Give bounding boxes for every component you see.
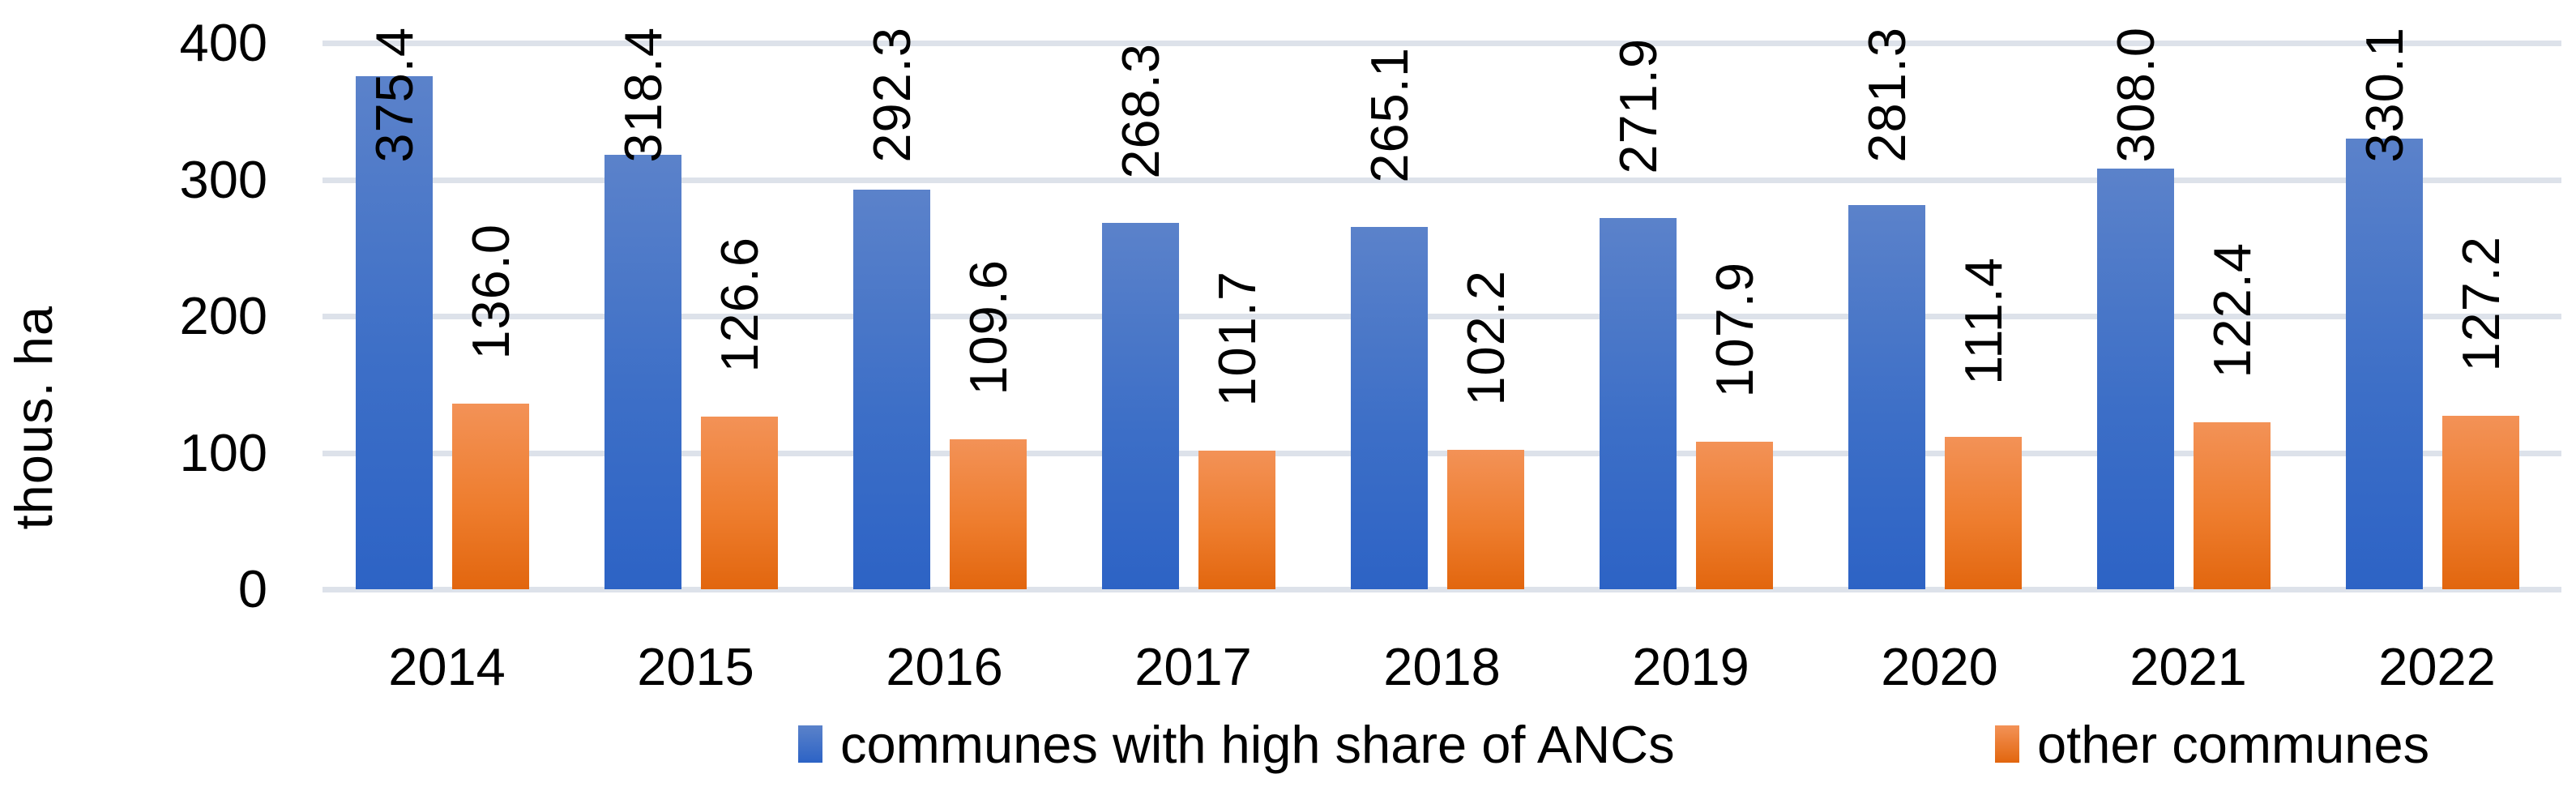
bar-other-communes-2018 xyxy=(1447,449,1524,589)
y-tick-label-100: 100 xyxy=(179,422,267,482)
y-tick-label-400: 400 xyxy=(179,13,267,72)
bar-anc-communes-2015 xyxy=(604,154,681,589)
x-tick-label-2020: 2020 xyxy=(1881,637,1998,696)
bar-other-communes-2019 xyxy=(1696,442,1773,589)
legend-swatch-blue-icon xyxy=(798,725,822,763)
bar-anc-communes-2020 xyxy=(1848,205,1925,589)
legend-label-other-communes: other communes xyxy=(2037,714,2430,774)
bar-value-label-anc-communes-2020: 281.3 xyxy=(1856,27,1916,163)
legend-entry-anc-communes: communes with high share of ANCs xyxy=(798,710,1675,778)
bar-anc-communes-2019 xyxy=(1600,217,1677,589)
x-tick-label-2016: 2016 xyxy=(886,637,1003,696)
bar-other-communes-2022 xyxy=(2442,415,2519,589)
legend-entry-other-communes: other communes xyxy=(1995,710,2429,778)
bar-anc-communes-2018 xyxy=(1351,227,1428,589)
x-tick-label-2014: 2014 xyxy=(388,637,506,696)
bar-value-label-anc-communes-2021: 308.0 xyxy=(2105,27,2165,163)
bar-value-label-anc-communes-2019: 271.9 xyxy=(1608,37,1668,174)
x-tick-label-2017: 2017 xyxy=(1134,637,1252,696)
gridline-400 xyxy=(323,41,2561,46)
bar-anc-communes-2017 xyxy=(1102,222,1179,589)
x-tick-label-2021: 2021 xyxy=(2130,637,2247,696)
bar-value-label-anc-communes-2022: 330.1 xyxy=(2354,27,2414,163)
x-tick-label-2018: 2018 xyxy=(1383,637,1501,696)
bar-anc-communes-2022 xyxy=(2346,138,2423,589)
bar-value-label-anc-communes-2015: 318.4 xyxy=(613,27,673,163)
bar-other-communes-2021 xyxy=(2194,421,2271,589)
bar-value-label-other-communes-2019: 107.9 xyxy=(1704,262,1764,398)
bar-value-label-anc-communes-2018: 265.1 xyxy=(1359,47,1419,183)
bar-value-label-anc-communes-2017: 268.3 xyxy=(1110,42,1170,179)
x-tick-label-2022: 2022 xyxy=(2378,637,2496,696)
y-axis-title: thous. ha xyxy=(4,306,63,530)
bar-value-label-anc-communes-2014: 375.4 xyxy=(364,27,424,163)
bar-other-communes-2016 xyxy=(950,439,1027,589)
bar-anc-communes-2014 xyxy=(356,76,433,589)
y-tick-label-0: 0 xyxy=(237,559,267,618)
x-tick-label-2015: 2015 xyxy=(637,637,754,696)
gridline-0 xyxy=(323,587,2561,592)
y-tick-label-300: 300 xyxy=(179,149,267,209)
bar-value-label-other-communes-2014: 136.0 xyxy=(460,223,520,360)
bar-anc-communes-2021 xyxy=(2097,169,2174,589)
bar-other-communes-2020 xyxy=(1945,437,2022,589)
bar-value-label-other-communes-2022: 127.2 xyxy=(2450,235,2510,372)
gridline-200 xyxy=(323,314,2561,319)
bar-anc-communes-2016 xyxy=(853,190,930,589)
bar-value-label-anc-communes-2016: 292.3 xyxy=(861,27,921,163)
x-tick-label-2019: 2019 xyxy=(1632,637,1749,696)
bar-value-label-other-communes-2016: 109.6 xyxy=(958,259,1018,396)
bar-value-label-other-communes-2018: 102.2 xyxy=(1455,269,1515,406)
plot-area: 375.4 318.4 292.3 268.3 265.1 271.9 281.3 308.0… xyxy=(323,27,2561,592)
bar-other-communes-2017 xyxy=(1198,450,1275,589)
bar-value-label-other-communes-2017: 101.7 xyxy=(1207,270,1267,407)
legend-swatch-orange-icon xyxy=(1995,725,2019,763)
legend-label-anc-communes: communes with high share of ANCs xyxy=(840,714,1675,774)
bar-other-communes-2015 xyxy=(701,416,778,589)
bar-value-label-other-communes-2015: 126.6 xyxy=(709,236,769,373)
y-tick-label-200: 200 xyxy=(179,286,267,345)
bar-other-communes-2014 xyxy=(452,403,529,589)
gridline-300 xyxy=(323,177,2561,183)
bar-value-label-other-communes-2021: 122.4 xyxy=(2202,242,2262,379)
gridline-100 xyxy=(323,450,2561,456)
bar-value-label-other-communes-2020: 111.4 xyxy=(1953,257,2013,386)
